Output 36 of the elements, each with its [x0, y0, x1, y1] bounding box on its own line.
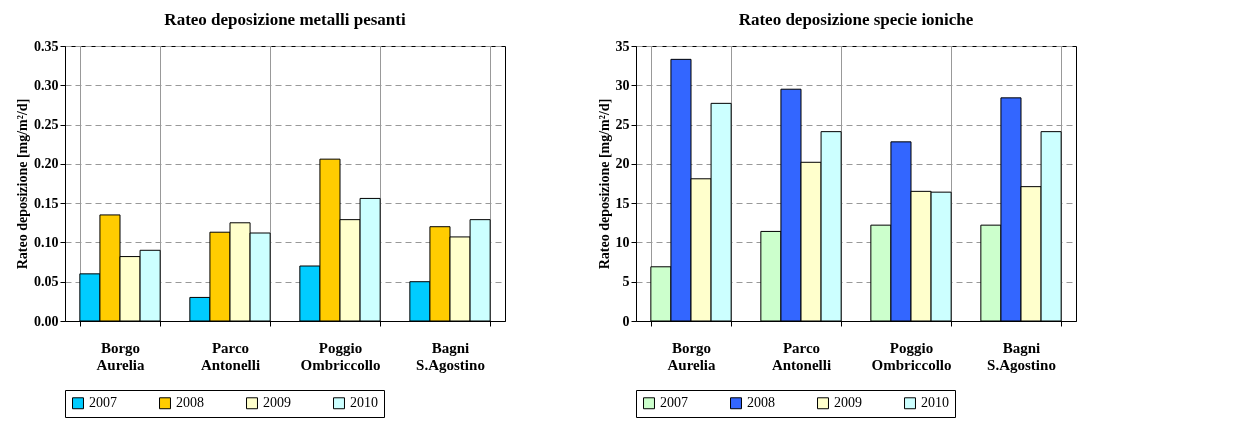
y-axis-title: Rateo deposizione [mg/m²/d] — [15, 98, 30, 270]
x-tick-label: Parco Antonelli — [771, 339, 832, 373]
y-tick-label: 0 — [622, 313, 630, 329]
x-tick-label: Bagni S.Agostino — [987, 339, 1056, 373]
legend-label: 2010 — [921, 395, 949, 411]
y-tick-label: 0.20 — [34, 156, 59, 172]
y-tick-label: 20 — [615, 156, 630, 172]
legend-label: 2008 — [747, 395, 775, 411]
legend-label: 2007 — [660, 395, 688, 411]
legend-label: 2009 — [263, 395, 291, 411]
y-tick-label: 30 — [615, 77, 630, 93]
y-tick-label: 15 — [615, 195, 630, 211]
y-axis-title: Rateo deposizione [mg/m²/d] — [596, 98, 612, 270]
chart-title: Rateo deposizione metalli pesanti — [164, 10, 406, 29]
y-tick-label: 5 — [622, 274, 630, 290]
y-tick-label: 0.30 — [34, 77, 59, 93]
y-tick-label: 0.15 — [34, 195, 59, 211]
y-tick-label: 0.10 — [34, 234, 59, 250]
x-tick-label: Poggio Ombriccollo — [300, 339, 381, 373]
y-tick-label: 0.05 — [34, 274, 59, 290]
y-tick-label: 25 — [615, 117, 630, 133]
y-tick-label: 0.35 — [34, 38, 59, 54]
x-tick-label: Borgo Aurelia — [96, 339, 146, 373]
y-tick-label: 35 — [615, 38, 630, 54]
x-tick-label: Poggio Ombriccollo — [871, 339, 952, 373]
legend-label: 2010 — [350, 395, 378, 411]
y-tick-label: 10 — [615, 234, 630, 250]
x-tick-label: Borgo Aurelia — [667, 339, 717, 373]
chart-title: Rateo deposizione specie ioniche — [738, 10, 974, 29]
x-tick-label: Parco Antonelli — [200, 339, 261, 373]
x-tick-label: Bagni S.Agostino — [416, 339, 485, 373]
legend-label: 2008 — [176, 395, 204, 411]
y-tick-label: 0.00 — [34, 313, 59, 329]
legend-label: 2009 — [834, 395, 862, 411]
legend-label: 2007 — [89, 395, 117, 411]
y-tick-label: 0.25 — [34, 117, 59, 133]
